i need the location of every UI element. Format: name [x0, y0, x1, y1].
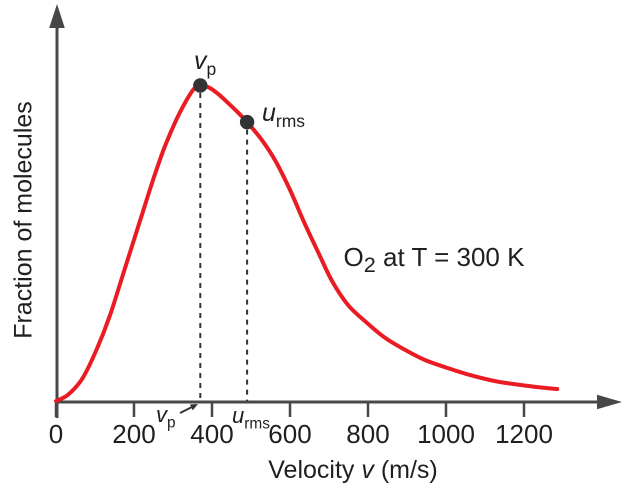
x-axis-title-variable: v — [361, 456, 374, 484]
x-tick-label: 400 — [190, 419, 234, 449]
x-axis-arrowhead-icon — [597, 394, 622, 410]
x-tick-label: 1200 — [495, 419, 553, 449]
y-axis-arrowhead-icon — [49, 4, 65, 28]
vp-subscript: p — [206, 59, 217, 79]
urms-axis-symbol: u — [232, 403, 245, 428]
x-tick-label: 1000 — [417, 419, 475, 449]
vp-axis-symbol: v — [156, 402, 167, 427]
urms-symbol: u — [262, 99, 276, 127]
annotation-formula-subscript: 2 — [363, 252, 376, 278]
condition-annotation: O2 at T = 300 K — [344, 244, 525, 276]
x-axis-title-unit: (m/s) — [373, 456, 438, 484]
x-axis-title-pre: Velocity — [268, 456, 362, 484]
annotation-formula: O — [343, 242, 364, 272]
vp-axis-label: vp — [156, 402, 176, 431]
vp-point-label: vp — [194, 47, 216, 78]
annotation-condition: at T = 300 K — [375, 242, 525, 272]
urms-point-label: urms — [262, 99, 305, 130]
vp-axis-subscript: p — [167, 414, 176, 432]
urms-subscript: rms — [275, 111, 306, 131]
urms-axis-label: urms — [232, 403, 270, 432]
x-tick-label: 200 — [112, 419, 156, 449]
vp-pointer-arrow-line — [179, 406, 193, 414]
vp-pointer-arrowhead-icon — [189, 404, 198, 411]
vp-symbol: v — [194, 47, 207, 75]
y-axis-title: Fraction of molecules — [9, 101, 38, 339]
vp-point-dot — [193, 78, 208, 93]
x-tick-label: 0 — [48, 419, 64, 449]
urms-axis-subscript: rms — [244, 415, 270, 433]
x-tick-label: 800 — [346, 419, 390, 449]
x-tick-label: 600 — [268, 419, 312, 449]
urms-point-dot — [239, 114, 255, 130]
x-axis-title: Velocity v (m/s) — [268, 458, 437, 483]
